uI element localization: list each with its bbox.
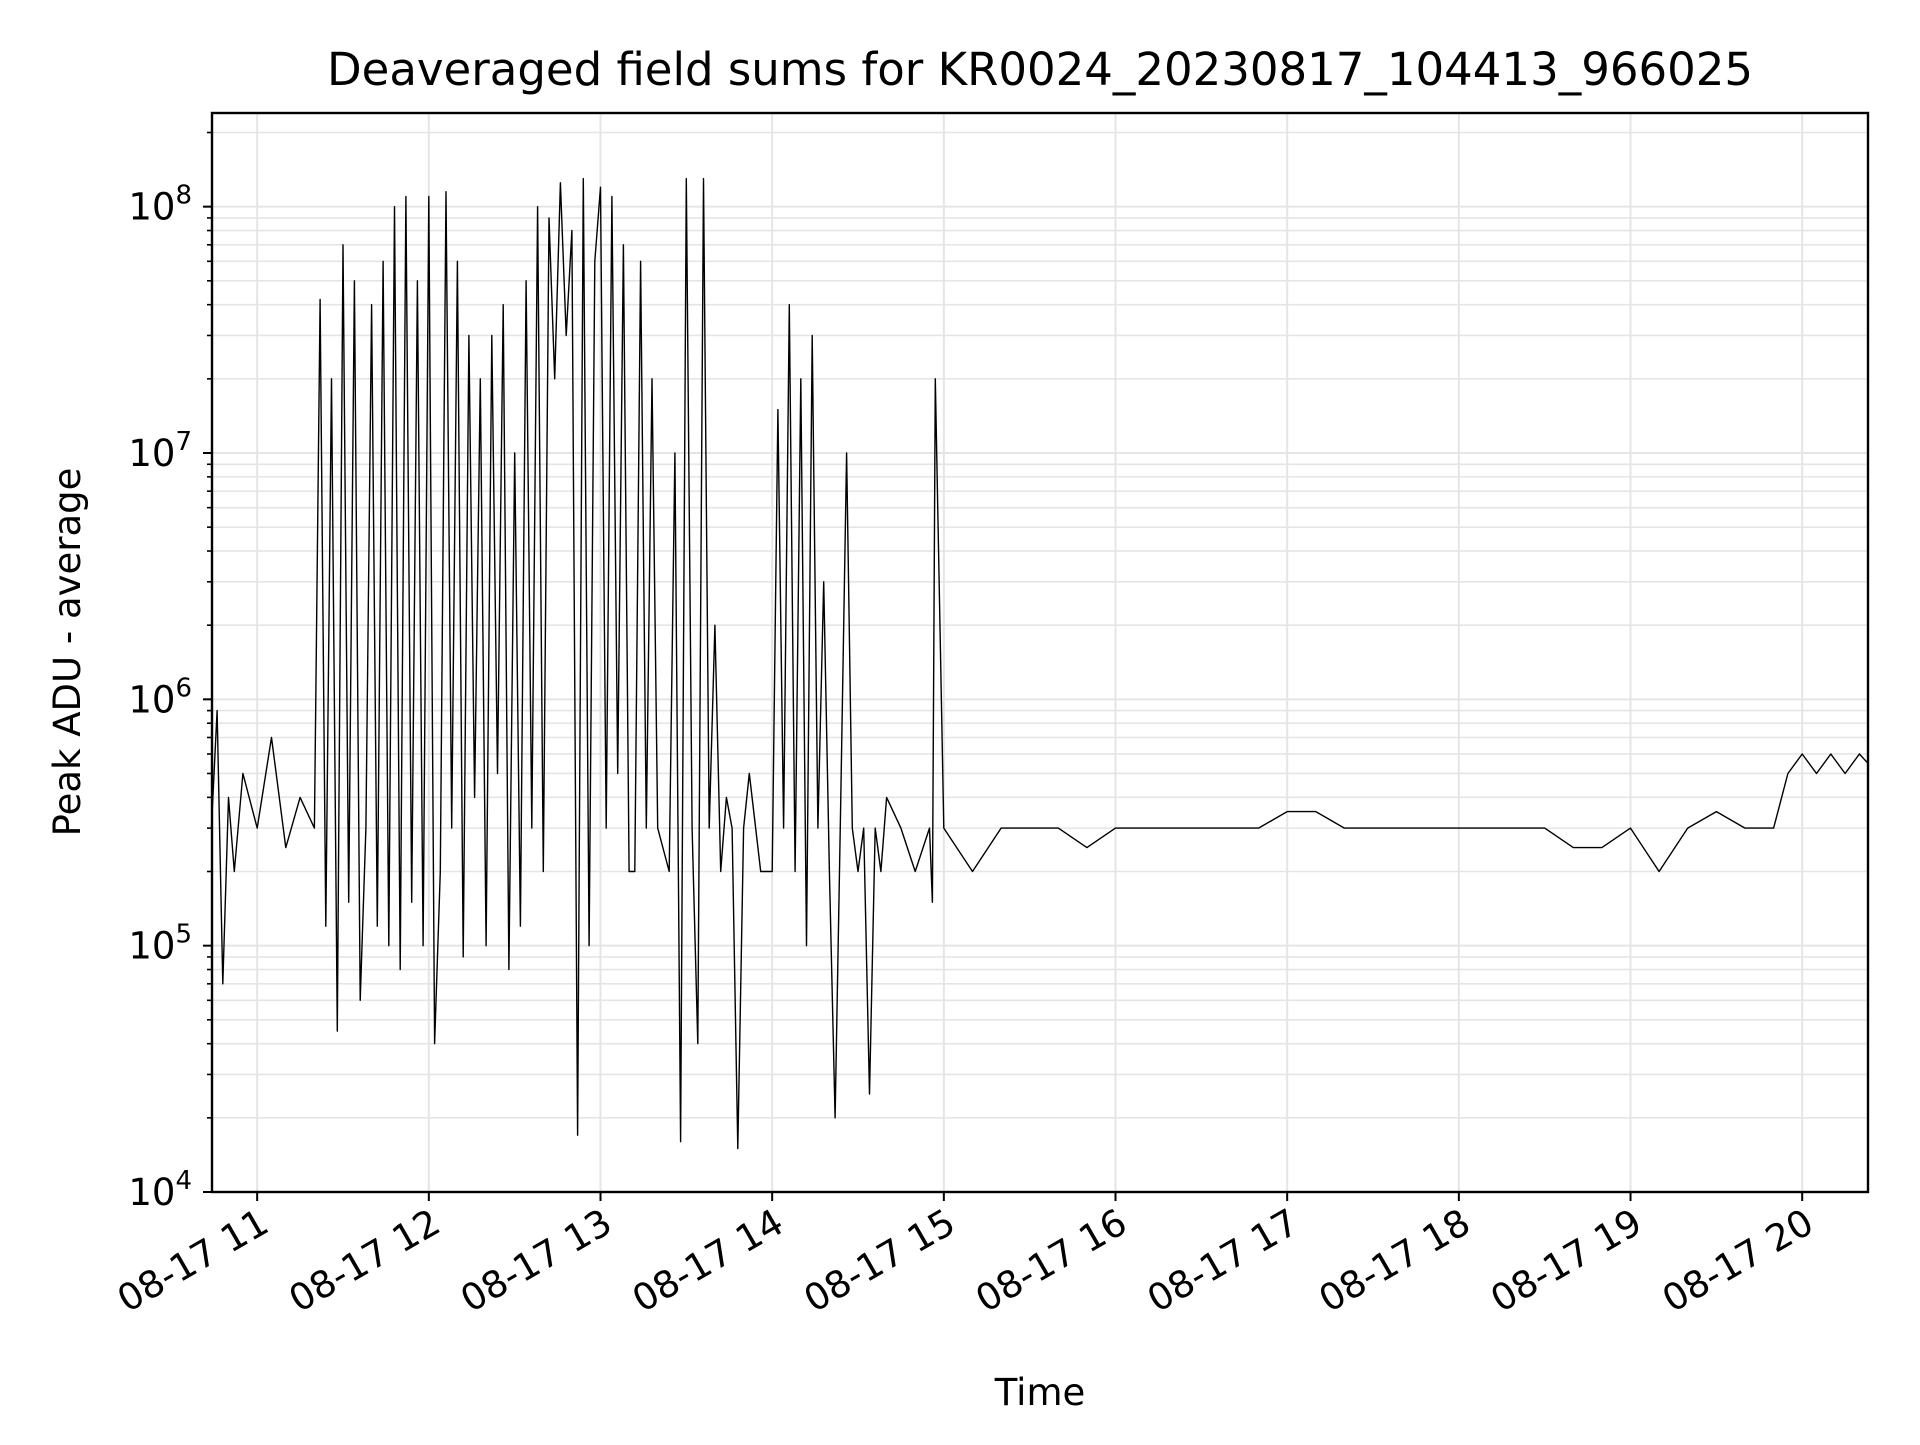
y-tick-label: 104 <box>128 1166 192 1214</box>
y-tick-label: 107 <box>128 427 192 475</box>
y-tick-label-exponent: 5 <box>175 920 192 950</box>
y-axis-label: Peak ADU - average <box>46 468 89 837</box>
chart-title: Deaveraged field sums for KR0024_2023081… <box>327 43 1753 96</box>
y-tick-label-exponent: 6 <box>175 673 192 703</box>
y-tick-label-exponent: 8 <box>175 181 192 211</box>
y-tick-label-base: 10 <box>128 925 175 968</box>
y-tick-label-base: 10 <box>128 432 175 475</box>
y-tick-label-exponent: 7 <box>175 427 192 457</box>
y-tick-label-base: 10 <box>128 1171 175 1214</box>
y-tick-label: 108 <box>128 181 192 229</box>
x-axis-label: Time <box>994 1371 1086 1414</box>
y-tick-label-exponent: 4 <box>175 1166 192 1196</box>
y-tick-label: 106 <box>128 673 192 721</box>
data-series <box>210 177 1869 1150</box>
y-tick-label: 105 <box>128 920 192 968</box>
y-tick-label-base: 10 <box>128 186 175 229</box>
y-tick-label-base: 10 <box>128 678 175 721</box>
axes <box>210 111 1870 1194</box>
plot-frame <box>210 111 1870 1194</box>
series-line-1 <box>210 177 1869 1150</box>
